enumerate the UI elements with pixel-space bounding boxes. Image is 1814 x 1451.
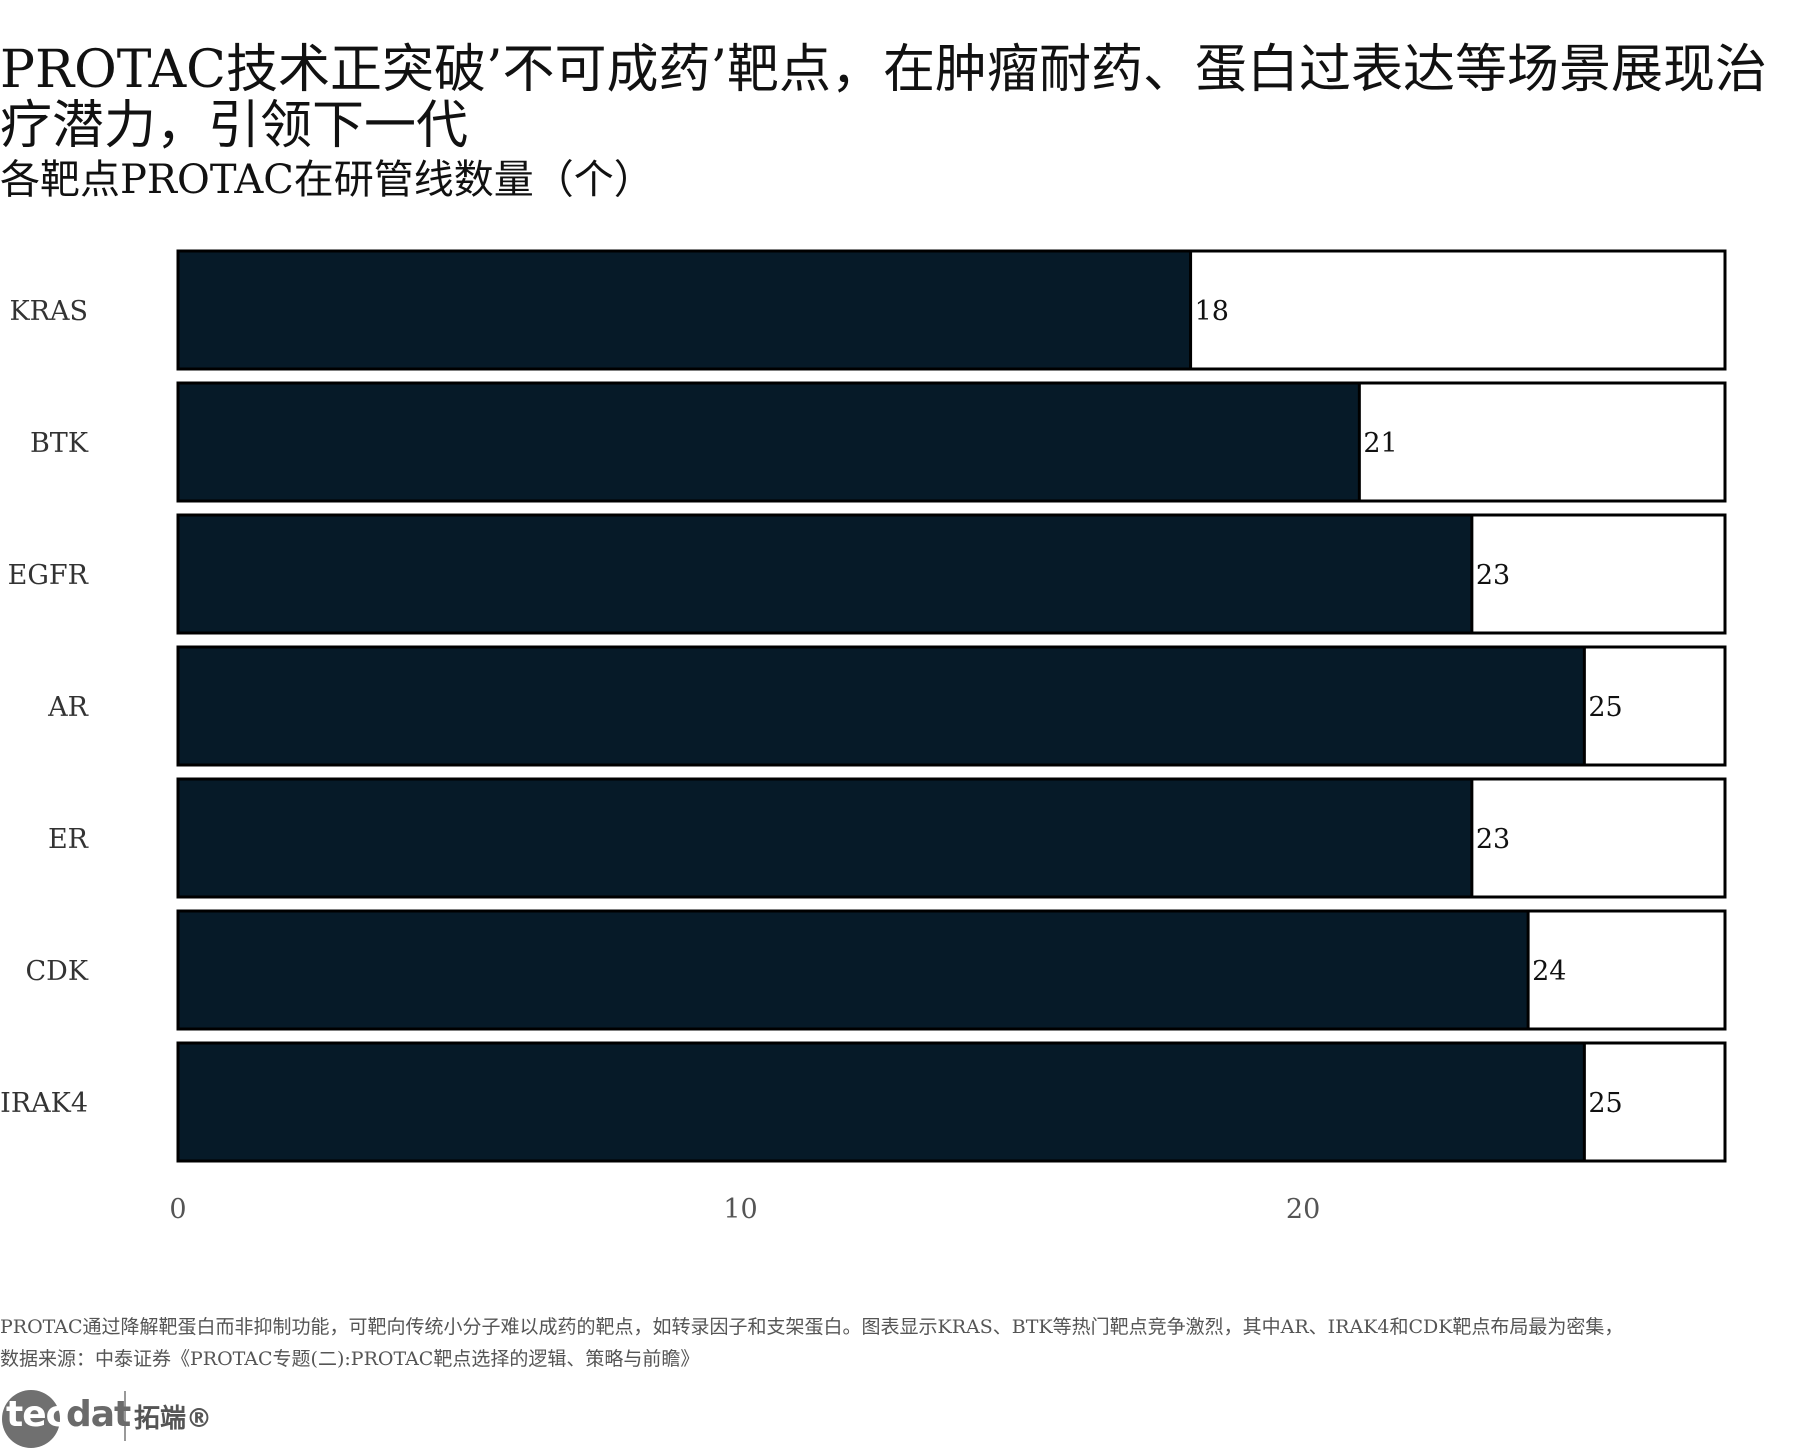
category-label-egfr: EGFR [8, 560, 89, 591]
bar-btk [176, 381, 1361, 503]
brand-logo: tecdat 拓端® [0, 1381, 212, 1451]
source-text: 数据来源：中泰证券《PROTAC专题(二):PROTAC靶点选择的逻辑、策略与前… [0, 1348, 700, 1370]
bar-cdk [176, 909, 1530, 1031]
value-label-cdk: 24 [1532, 956, 1566, 987]
value-label-er: 23 [1476, 824, 1510, 855]
logo-word-part1: tec [6, 1394, 67, 1435]
value-label-egfr: 23 [1476, 560, 1510, 591]
x-tick-label-10: 10 [723, 1194, 757, 1225]
value-label-ar: 25 [1588, 692, 1622, 723]
category-label-btk: BTK [30, 428, 89, 459]
x-axis-ticks: 0 10 20 [169, 1194, 1320, 1225]
bars-group: KRAS 18 BTK 21 EGFR 23 AR 25 ER 23 CDK 24 IRAK4 25 [0, 249, 1727, 1163]
logo-word-part2: dat [65, 1394, 131, 1435]
bar-irak4 [176, 1041, 1586, 1163]
category-label-irak4: IRAK4 [0, 1088, 88, 1119]
logo-chinese-name: 拓端® [134, 1403, 213, 1434]
chart-subtitle: 各靶点PROTAC在研管线数量（个） [0, 157, 654, 203]
category-label-ar: AR [47, 692, 88, 723]
chart-caption: PROTAC通过降解靶蛋白而非抑制功能，可靶向传统小分子难以成药的靶点，如转录因… [0, 1311, 1814, 1375]
bar-er [176, 777, 1474, 899]
value-label-irak4: 25 [1588, 1088, 1622, 1119]
x-tick-label-0: 0 [169, 1194, 186, 1225]
logo-divider [124, 1391, 126, 1441]
logo-wordmark: tecdat [6, 1394, 131, 1435]
value-label-btk: 21 [1363, 428, 1397, 459]
tecdat-logo-icon: tecdat [0, 1386, 131, 1448]
value-label-kras: 18 [1195, 296, 1229, 327]
bar-chart: KRAS 18 BTK 21 EGFR 23 AR 25 ER 23 CDK 24 IRAK4 25 0 1… [0, 249, 1727, 1225]
category-label-cdk: CDK [26, 956, 89, 987]
category-label-er: ER [48, 824, 89, 855]
x-tick-label-20: 20 [1286, 1194, 1320, 1225]
bar-kras [176, 249, 1193, 371]
category-label-kras: KRAS [10, 296, 89, 327]
page-title: PROTAC技术正突破’不可成药’靶点，在肿瘤耐药、蛋白过表达等场景展现治疗潜力… [0, 40, 1768, 156]
logo-circle [2, 1390, 60, 1448]
bar-egfr [176, 513, 1474, 635]
bar-ar [176, 645, 1586, 767]
caption-text: PROTAC通过降解靶蛋白而非抑制功能，可靶向传统小分子难以成药的靶点，如转录因… [0, 1316, 1624, 1338]
